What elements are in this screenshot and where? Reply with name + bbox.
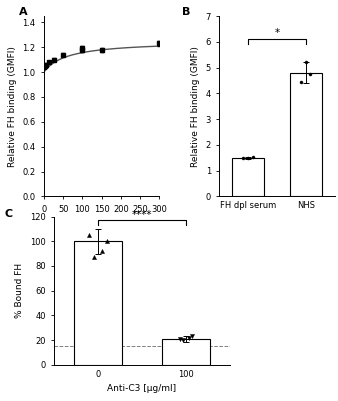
- X-axis label: Anti-C3 [µg/ml]: Anti-C3 [µg/ml]: [107, 384, 176, 393]
- Y-axis label: Relative FH binding (GMFI): Relative FH binding (GMFI): [8, 46, 17, 167]
- Bar: [290, 73, 322, 196]
- Text: ****: ****: [132, 210, 152, 220]
- X-axis label: FH [µg/ml]: FH [µg/ml]: [78, 219, 125, 229]
- Bar: [232, 158, 264, 196]
- Bar: [162, 339, 210, 365]
- Bar: [74, 241, 122, 365]
- Y-axis label: Relative FH binding (GMFI): Relative FH binding (GMFI): [191, 46, 200, 167]
- Text: *: *: [274, 28, 280, 38]
- Text: C: C: [5, 209, 13, 219]
- Text: A: A: [19, 7, 27, 17]
- Y-axis label: % Bound FH: % Bound FH: [16, 263, 24, 318]
- Text: B: B: [183, 7, 191, 17]
